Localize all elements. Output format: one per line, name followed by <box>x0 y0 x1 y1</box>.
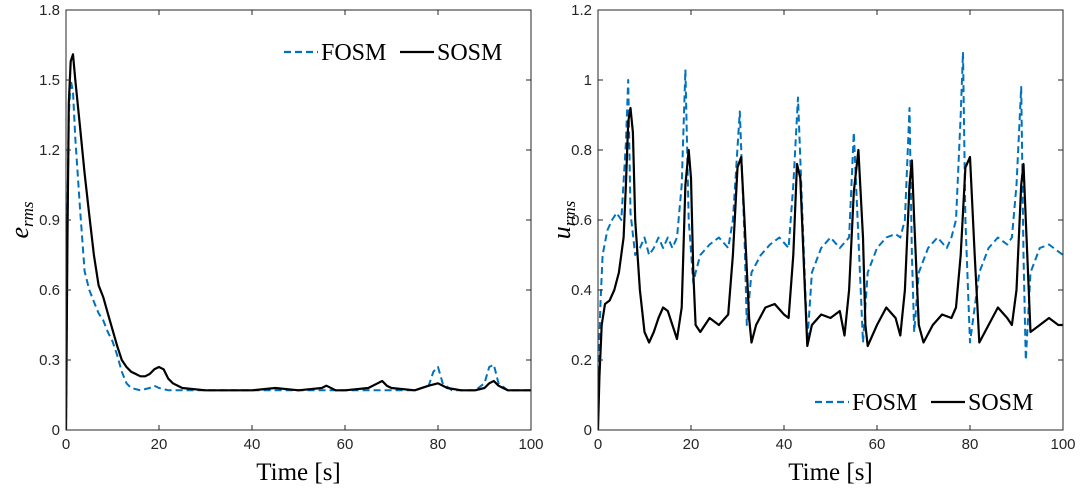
x-tick-label: 80 <box>430 436 447 453</box>
x-tick-label: 80 <box>962 436 979 453</box>
series-line-fosm <box>598 51 1063 396</box>
y-tick-label: 1 <box>584 72 592 89</box>
y-axis-label: erms <box>5 201 37 238</box>
plot-area <box>66 10 531 430</box>
y-axis-label-sub: rms <box>18 201 37 227</box>
x-tick-label: 0 <box>594 436 602 453</box>
chart-panel-error: 0 20 40 60 80 100 0 0.3 0.6 0.9 1.2 1.5 1.8 Time [s]… <box>5 2 544 486</box>
x-tick-label: 100 <box>518 436 543 453</box>
y-tick-label: 0.6 <box>571 212 592 229</box>
legend-label-fosm: FOSM <box>852 390 917 416</box>
x-tick-label: 20 <box>151 436 168 453</box>
x-tick-label: 20 <box>683 436 700 453</box>
x-tick-label: 60 <box>337 436 354 453</box>
y-tick-label: 1.5 <box>39 72 60 89</box>
y-tick-label: 1.8 <box>39 2 60 19</box>
y-tick-label: 0.6 <box>39 282 60 299</box>
y-tick-label: 0 <box>584 422 592 439</box>
x-axis-label: Time [s] <box>788 459 873 486</box>
y-tick-label: 1.2 <box>571 2 592 19</box>
legend-label-fosm: FOSM <box>321 40 386 66</box>
y-axis-label: urms <box>547 200 579 239</box>
legend-label-sosm: SOSM <box>437 40 502 66</box>
legend: FOSM SOSM <box>815 390 1033 416</box>
series-line-sosm <box>66 53 531 430</box>
y-tick-label: 0 <box>52 422 60 439</box>
chart-panel-control: 0 20 40 60 80 100 0 0.2 0.4 0.6 0.8 1 1.2 Time [s] u… <box>547 2 1076 486</box>
x-tick-label: 100 <box>1050 436 1075 453</box>
x-tick-label: 0 <box>62 436 70 453</box>
y-tick-label: 1.2 <box>39 142 60 159</box>
y-axis-label-main: e <box>5 227 34 239</box>
series-line-sosm <box>598 106 1063 430</box>
y-tick-label: 0.3 <box>39 352 60 369</box>
y-tick-label: 0.8 <box>571 142 592 159</box>
legend-label-sosm: SOSM <box>968 390 1033 416</box>
y-axis-label-main: u <box>547 226 576 239</box>
y-tick-label: 0.9 <box>39 212 60 229</box>
y-tick-label: 0.4 <box>571 282 592 299</box>
plot-area <box>598 10 1063 430</box>
y-axis-label-sub: rms <box>560 200 579 226</box>
x-tick-label: 40 <box>776 436 793 453</box>
x-tick-label: 40 <box>244 436 261 453</box>
legend: FOSM SOSM <box>284 40 502 66</box>
x-tick-label: 60 <box>869 436 886 453</box>
y-tick-label: 0.2 <box>571 352 592 369</box>
x-axis-label: Time [s] <box>256 459 341 486</box>
